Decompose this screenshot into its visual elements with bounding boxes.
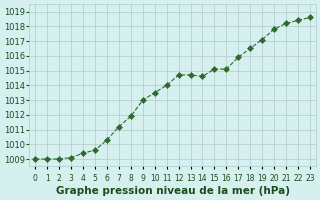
X-axis label: Graphe pression niveau de la mer (hPa): Graphe pression niveau de la mer (hPa) [56,186,290,196]
